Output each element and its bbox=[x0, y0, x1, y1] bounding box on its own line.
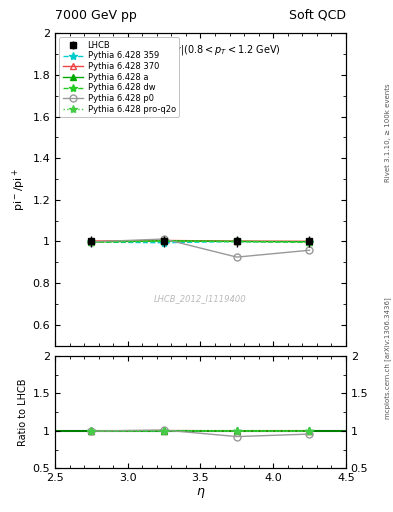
Pythia 6.428 359 bbox=[89, 239, 94, 245]
Pythia 6.428 p0 bbox=[89, 239, 94, 245]
Pythia 6.428 pro-q2o bbox=[307, 239, 312, 245]
Legend: LHCB, Pythia 6.428 359, Pythia 6.428 370, Pythia 6.428 a, Pythia 6.428 dw, Pythi: LHCB, Pythia 6.428 359, Pythia 6.428 370… bbox=[59, 37, 179, 117]
Line: Pythia 6.428 359: Pythia 6.428 359 bbox=[87, 238, 314, 247]
Text: $\pi^-/\pi^+$ vs $|y|(0.8 < p_T < 1.2$ GeV): $\pi^-/\pi^+$ vs $|y|(0.8 < p_T < 1.2$ G… bbox=[121, 42, 280, 58]
Text: Rivet 3.1.10, ≥ 100k events: Rivet 3.1.10, ≥ 100k events bbox=[385, 84, 391, 182]
Pythia 6.428 370 bbox=[162, 238, 167, 244]
Pythia 6.428 359 bbox=[235, 239, 239, 245]
Y-axis label: pi$^-$/pi$^+$: pi$^-$/pi$^+$ bbox=[11, 168, 28, 211]
Pythia 6.428 359 bbox=[307, 239, 312, 245]
Pythia 6.428 370 bbox=[235, 238, 239, 244]
Pythia 6.428 a bbox=[162, 238, 167, 244]
Pythia 6.428 pro-q2o bbox=[89, 239, 94, 245]
Line: Pythia 6.428 dw: Pythia 6.428 dw bbox=[87, 237, 314, 246]
Pythia 6.428 p0 bbox=[162, 236, 167, 242]
Pythia 6.428 dw bbox=[89, 239, 94, 245]
Pythia 6.428 pro-q2o bbox=[235, 239, 239, 245]
Pythia 6.428 dw bbox=[162, 238, 167, 244]
Line: Pythia 6.428 370: Pythia 6.428 370 bbox=[88, 237, 313, 245]
Line: Pythia 6.428 a: Pythia 6.428 a bbox=[88, 238, 313, 245]
Text: mcplots.cern.ch [arXiv:1306.3436]: mcplots.cern.ch [arXiv:1306.3436] bbox=[384, 297, 391, 419]
Y-axis label: Ratio to LHCB: Ratio to LHCB bbox=[18, 378, 28, 446]
Text: Soft QCD: Soft QCD bbox=[289, 9, 346, 22]
Pythia 6.428 p0 bbox=[307, 247, 312, 253]
Pythia 6.428 dw bbox=[307, 239, 312, 245]
Pythia 6.428 359 bbox=[162, 240, 167, 246]
Line: Pythia 6.428 p0: Pythia 6.428 p0 bbox=[88, 236, 313, 261]
Text: LHCB_2012_I1119400: LHCB_2012_I1119400 bbox=[154, 294, 247, 303]
Pythia 6.428 370 bbox=[89, 238, 94, 244]
Line: Pythia 6.428 pro-q2o: Pythia 6.428 pro-q2o bbox=[87, 237, 314, 246]
Text: 7000 GeV pp: 7000 GeV pp bbox=[55, 9, 137, 22]
Pythia 6.428 a bbox=[235, 239, 239, 245]
Pythia 6.428 a bbox=[307, 239, 312, 245]
Pythia 6.428 a bbox=[89, 239, 94, 245]
X-axis label: $\eta$: $\eta$ bbox=[196, 486, 205, 500]
Pythia 6.428 pro-q2o bbox=[162, 238, 167, 244]
Pythia 6.428 dw bbox=[235, 239, 239, 245]
Pythia 6.428 370 bbox=[307, 238, 312, 244]
Pythia 6.428 p0 bbox=[235, 254, 239, 260]
